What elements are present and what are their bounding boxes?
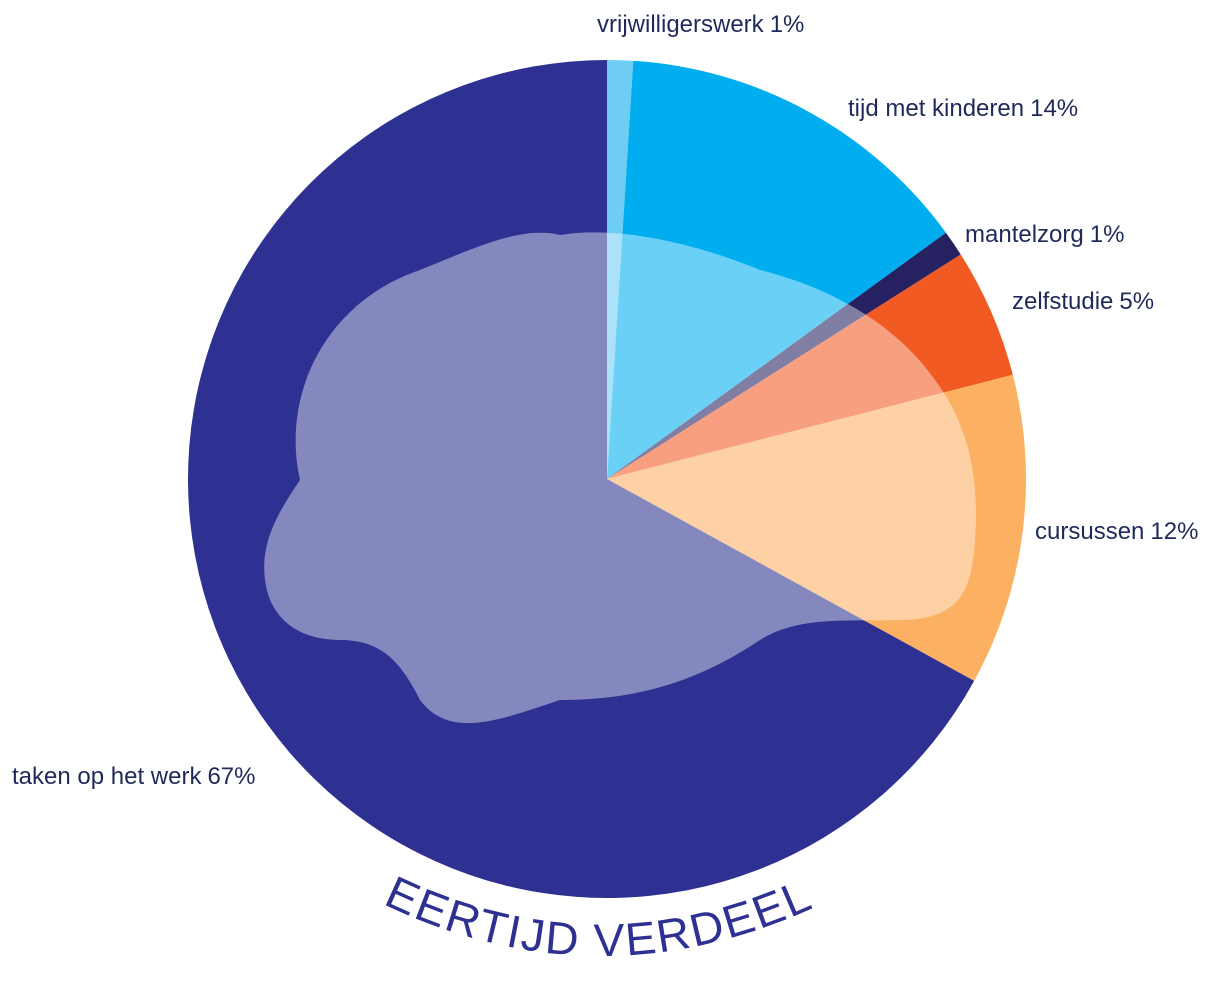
slice-name: zelfstudie [1012,288,1113,315]
slice-name: tijd met kinderen [848,95,1024,122]
slice-value: 5% [1119,288,1154,315]
slice-value: 1% [770,11,805,38]
slice-value: 12% [1150,518,1198,545]
slice-value: 1% [1090,221,1125,248]
slice-name: mantelzorg [965,221,1084,248]
slice-name: cursussen [1035,518,1144,545]
slice-value: 14% [1030,95,1078,122]
chart: vrijwilligerswerk1%tijd met kinderen14%m… [0,0,1221,984]
slice-value: 67% [207,763,255,790]
slice-name: vrijwilligerswerk [597,11,765,38]
slice-name: taken op het werk [12,763,202,790]
